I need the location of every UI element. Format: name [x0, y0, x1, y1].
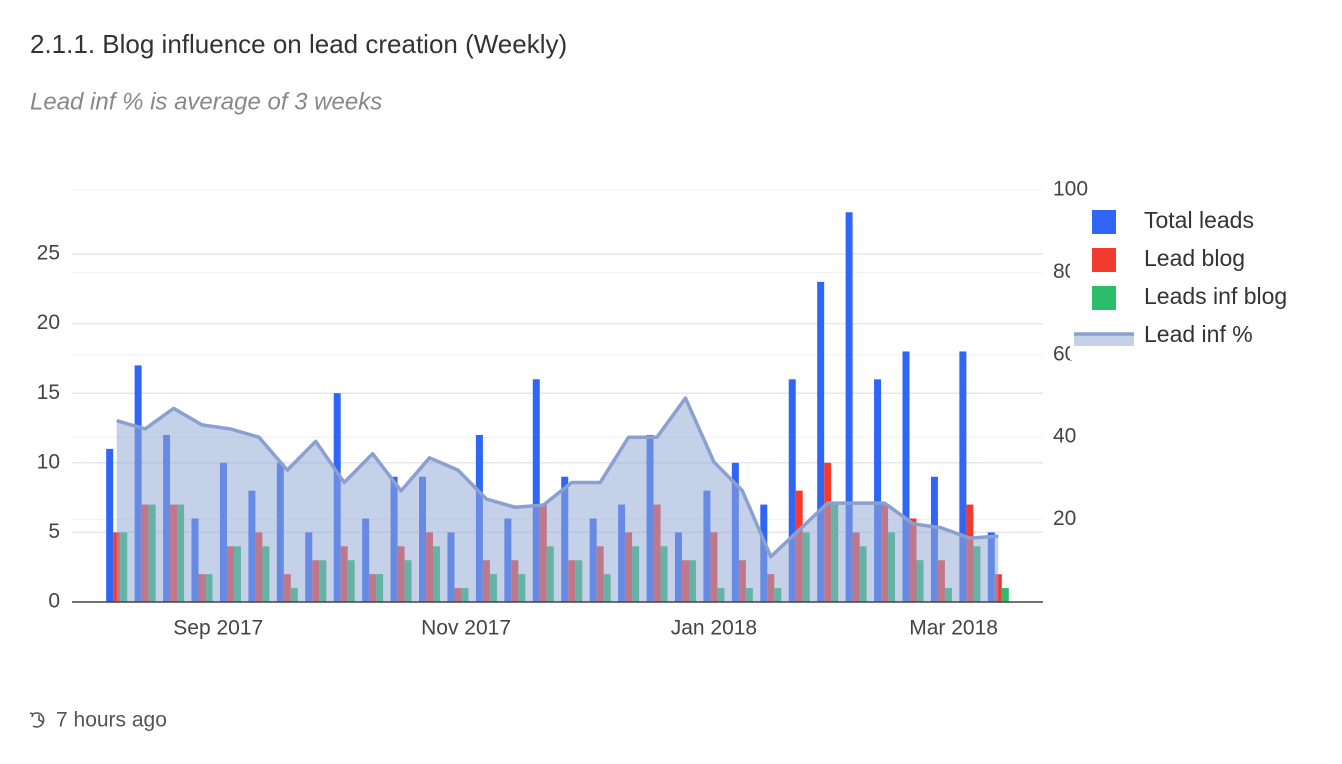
area-fill	[116, 398, 999, 602]
legend-label: Total leads	[1144, 207, 1254, 233]
bar	[1001, 588, 1009, 602]
legend-swatch	[1092, 286, 1116, 310]
y-tick-label: 0	[48, 590, 60, 613]
footer-text: 7 hours ago	[56, 709, 167, 732]
bar	[845, 212, 853, 602]
line	[116, 396, 999, 559]
legend-label: Leads inf blog	[1144, 283, 1287, 309]
bar	[959, 351, 967, 602]
y-tick-label: 5	[48, 520, 60, 543]
x-tick-label: Nov 2017	[421, 617, 511, 640]
x-tick-label: Sep 2017	[173, 617, 263, 640]
legend-swatch	[1074, 334, 1134, 346]
clock-icon	[29, 712, 45, 728]
bar	[817, 281, 825, 602]
y-tick-label: 10	[37, 450, 60, 473]
y2-tick-label: 40	[1053, 425, 1076, 448]
x-tick-label: Jan 2018	[671, 617, 757, 640]
y-tick-label: 15	[37, 381, 60, 404]
y2-tick-label: 100	[1053, 178, 1088, 201]
legend-swatch	[1092, 210, 1116, 234]
legend-swatch	[1092, 248, 1116, 272]
bar	[874, 379, 882, 602]
chart-title: 2.1.1. Blog influence on lead creation (…	[30, 29, 567, 59]
bar	[532, 379, 540, 602]
x-tick-label: Mar 2018	[909, 617, 998, 640]
legend-label: Lead inf %	[1144, 321, 1253, 347]
y2-tick-label: 20	[1053, 507, 1076, 530]
bar	[788, 379, 796, 602]
bar	[106, 448, 114, 602]
legend-label: Lead blog	[1144, 245, 1245, 271]
y-tick-label: 20	[37, 311, 60, 334]
y-tick-label: 25	[37, 242, 60, 265]
chart-subtitle: Lead inf % is average of 3 weeks	[30, 88, 382, 115]
bar	[902, 351, 910, 602]
